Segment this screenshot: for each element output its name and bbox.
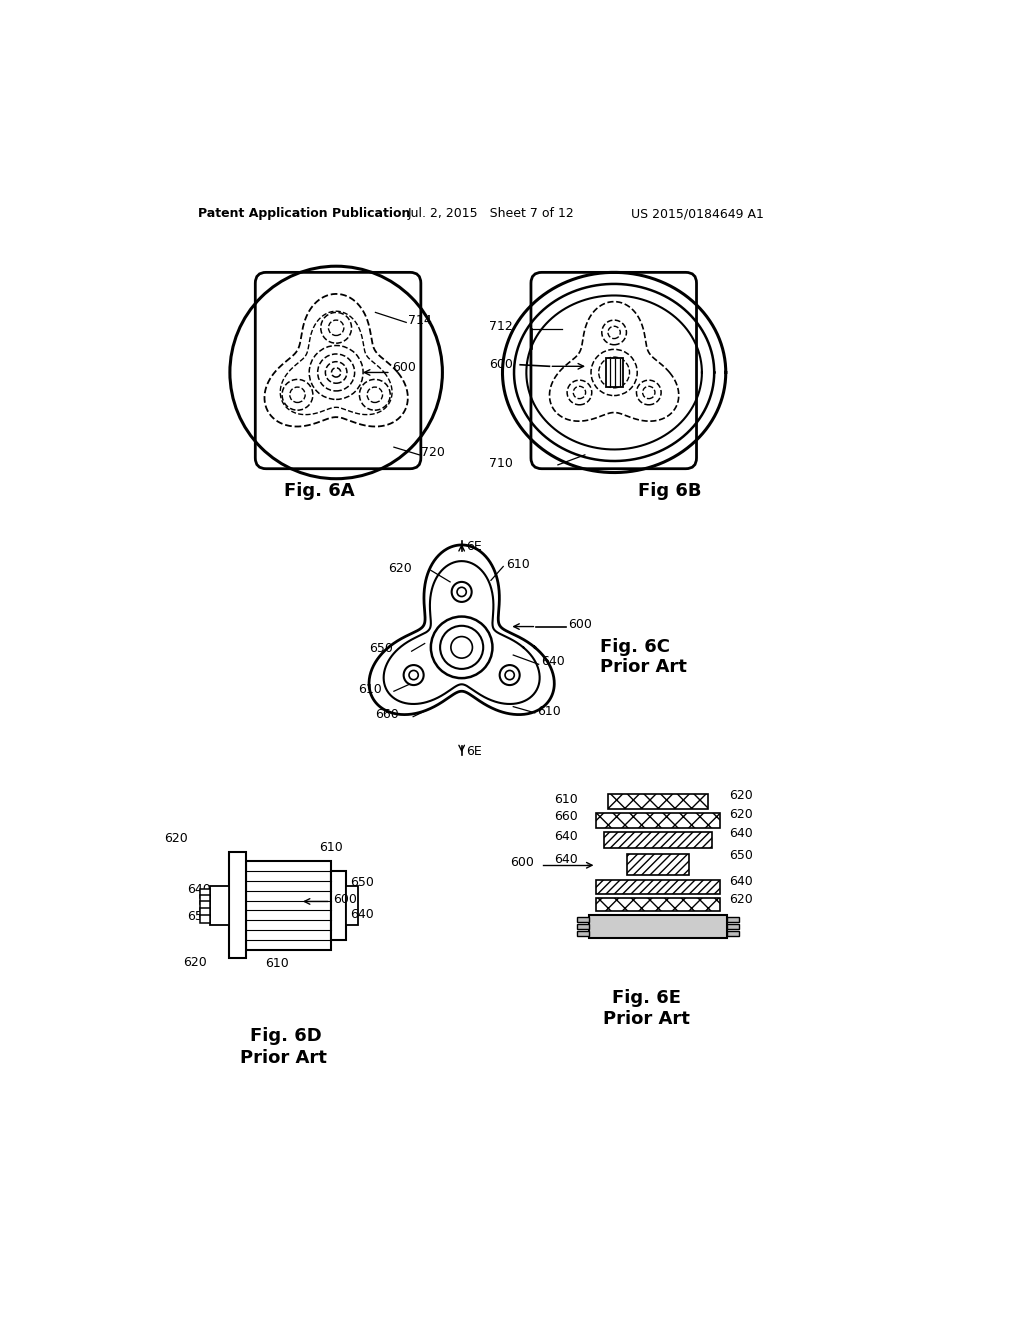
Bar [578, 917, 589, 923]
Text: 640: 640 [729, 875, 753, 888]
Text: 600: 600 [333, 892, 357, 906]
Text: 600: 600 [510, 857, 535, 870]
Bar [578, 931, 589, 936]
Text: 660: 660 [376, 708, 399, 721]
Bar [346, 886, 357, 924]
Bar [596, 813, 720, 829]
Bar [727, 931, 739, 936]
Text: Prior Art: Prior Art [600, 657, 687, 676]
Text: 640: 640 [554, 829, 578, 842]
Text: 650: 650 [350, 875, 374, 888]
Text: 600: 600 [489, 358, 513, 371]
Text: 720: 720 [421, 446, 444, 459]
Bar [605, 358, 623, 387]
Bar [727, 917, 739, 923]
Text: 620: 620 [388, 561, 413, 574]
Bar [589, 915, 727, 939]
Text: 620: 620 [183, 956, 207, 969]
Text: 640: 640 [186, 883, 211, 896]
Bar [628, 854, 689, 875]
Text: 620: 620 [729, 788, 753, 801]
Text: 600: 600 [392, 362, 416, 375]
Text: 6E: 6E [466, 744, 482, 758]
Text: 640: 640 [541, 656, 564, 668]
Text: US 2015/0184649 A1: US 2015/0184649 A1 [631, 207, 764, 220]
Text: Jul. 2, 2015   Sheet 7 of 12: Jul. 2, 2015 Sheet 7 of 12 [408, 207, 574, 220]
Bar [246, 862, 331, 950]
Text: 610: 610 [554, 792, 578, 805]
Text: Patent Application Publication: Patent Application Publication [198, 207, 410, 220]
Text: Prior Art: Prior Art [603, 1010, 690, 1028]
Bar [200, 895, 210, 904]
Bar [200, 890, 210, 898]
Text: 650: 650 [370, 643, 393, 656]
Text: 610: 610 [506, 557, 530, 570]
Text: 610: 610 [265, 957, 289, 970]
Text: 610: 610 [538, 705, 561, 718]
Text: Prior Art: Prior Art [240, 1049, 327, 1067]
Bar [200, 908, 210, 917]
Bar [229, 853, 246, 958]
Text: 620: 620 [729, 892, 753, 906]
Bar [331, 871, 346, 940]
Text: 620: 620 [729, 808, 753, 821]
Bar [210, 886, 229, 924]
Text: 610: 610 [357, 684, 382, 696]
Text: 6E: 6E [466, 540, 482, 553]
Text: 712: 712 [489, 319, 513, 333]
Bar [578, 924, 589, 929]
Text: Fig 6B: Fig 6B [638, 482, 701, 500]
Bar [604, 832, 712, 847]
Bar [727, 924, 739, 929]
Text: Fig. 6A: Fig. 6A [284, 482, 354, 500]
Text: Fig. 6C: Fig. 6C [600, 639, 671, 656]
Bar [200, 915, 210, 923]
Bar [596, 880, 720, 894]
Text: Fig. 6E: Fig. 6E [612, 989, 681, 1007]
Text: Fig. 6D: Fig. 6D [250, 1027, 322, 1045]
Text: 640: 640 [350, 908, 374, 921]
Text: 600: 600 [568, 618, 592, 631]
Bar [596, 898, 720, 911]
Text: 640: 640 [729, 828, 753, 841]
Text: 640: 640 [554, 853, 578, 866]
Text: 610: 610 [319, 841, 343, 854]
Bar [200, 902, 210, 909]
Text: 660: 660 [554, 810, 578, 824]
Text: 710: 710 [489, 457, 513, 470]
Text: 650: 650 [729, 849, 753, 862]
Text: 650: 650 [186, 911, 211, 924]
Text: 714: 714 [408, 314, 431, 326]
Bar [608, 793, 708, 809]
Text: 620: 620 [164, 832, 187, 845]
